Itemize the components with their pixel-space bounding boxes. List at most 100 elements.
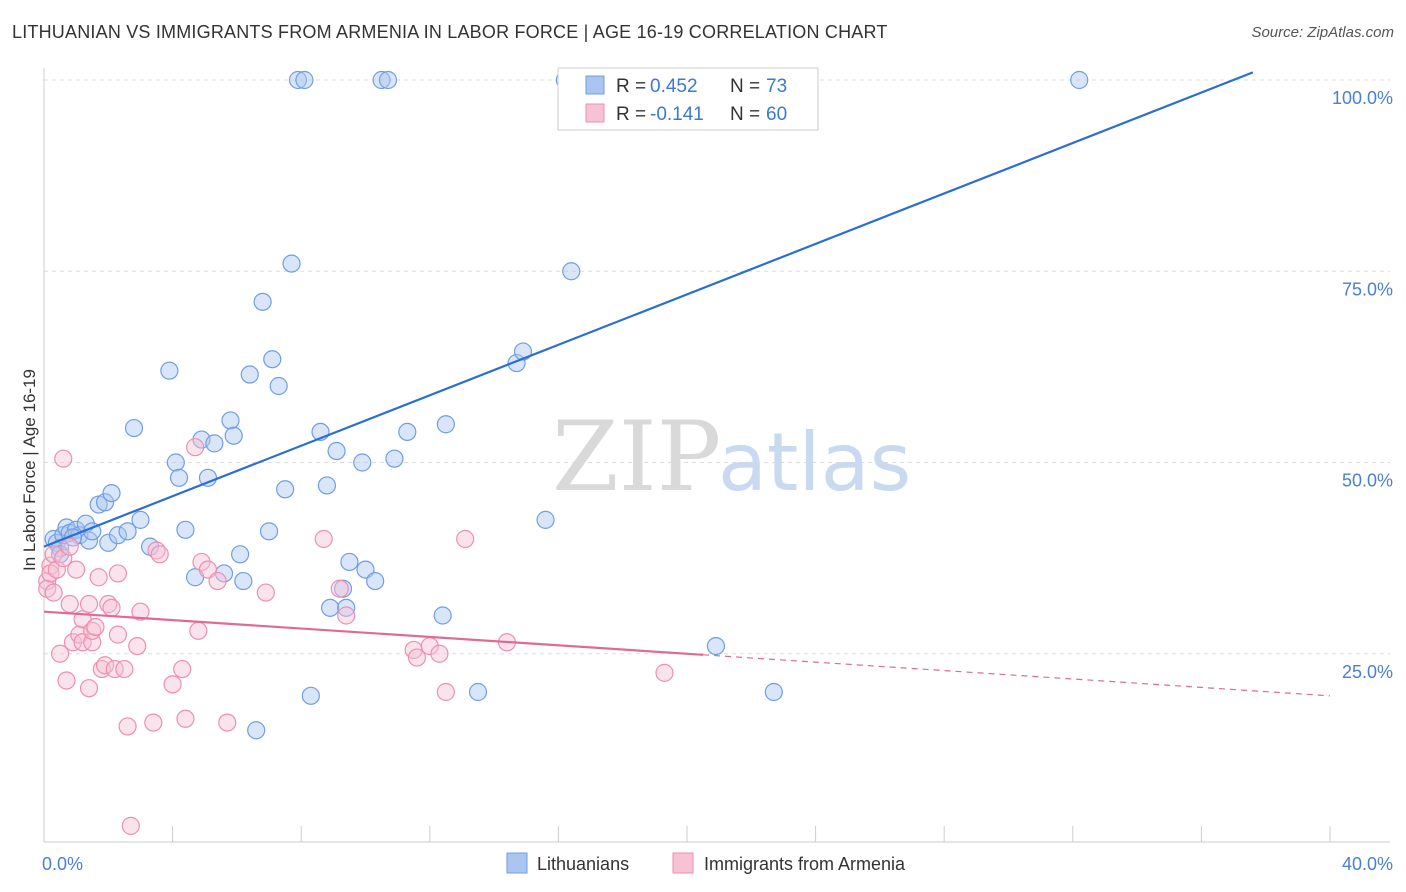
point-armenia: [256, 583, 275, 602]
y-tick-label: 75.0%: [1342, 279, 1393, 299]
stats-r-label-1: R =: [616, 76, 646, 97]
point-armenia: [314, 529, 333, 549]
stats-r-label-2: R =: [616, 104, 646, 125]
point-armenia: [330, 579, 349, 598]
legend-label-lithuanians: Lithuanians: [537, 854, 629, 874]
point-armenia: [102, 598, 121, 617]
point-armenia: [218, 713, 237, 732]
point-armenia: [86, 617, 105, 637]
y-tick-label: 25.0%: [1342, 662, 1393, 682]
point-lithuanians: [562, 262, 581, 281]
point-armenia: [128, 636, 147, 656]
stats-n-value-1: 73: [766, 76, 787, 97]
point-armenia: [144, 713, 163, 732]
point-armenia: [60, 594, 79, 614]
point-lithuanians: [353, 453, 372, 472]
point-lithuanians: [118, 522, 137, 541]
point-armenia: [79, 679, 99, 698]
point-armenia: [115, 659, 134, 679]
point-lithuanians: [436, 415, 455, 434]
point-armenia: [456, 529, 475, 549]
point-lithuanians: [160, 361, 179, 380]
point-armenia: [173, 659, 192, 679]
point-lithuanians: [317, 476, 337, 495]
point-lithuanians: [240, 365, 259, 384]
x-tick-label-min: 0.0%: [42, 854, 83, 874]
y-tick-labels: 25.0% 50.0% 75.0% 100.0%: [1332, 88, 1393, 682]
point-lithuanians: [513, 342, 533, 361]
point-armenia: [121, 816, 140, 835]
y-tick-label: 50.0%: [1342, 471, 1393, 491]
point-armenia: [108, 625, 128, 644]
point-lithuanians: [124, 418, 144, 438]
point-lithuanians: [253, 292, 272, 311]
chart-title: LITHUANIAN VS IMMIGRANTS FROM ARMENIA IN…: [12, 22, 888, 42]
point-armenia: [186, 438, 205, 457]
point-armenia: [118, 717, 137, 736]
legend-swatch-lithuanians: [506, 852, 528, 874]
point-armenia: [54, 549, 73, 568]
point-lithuanians: [321, 598, 340, 617]
trend-line-lithuanians: [43, 71, 1254, 548]
point-armenia: [89, 568, 108, 587]
point-lithuanians: [95, 493, 115, 512]
point-armenia: [54, 449, 73, 468]
point-armenia: [105, 659, 124, 679]
stats-legend: R = 0.452 N = 73 R = -0.141 N = 60: [557, 67, 819, 131]
stats-r-value-1: 0.452: [650, 76, 698, 97]
grid-lines: [44, 79, 1390, 655]
point-lithuanians: [378, 70, 398, 90]
watermark-zip: ZIP: [552, 401, 721, 513]
axes: [43, 68, 1390, 843]
point-lithuanians: [337, 598, 356, 617]
point-lithuanians: [259, 522, 279, 541]
x-tick-labels: 0.0% 40.0%: [42, 854, 1393, 874]
point-lithuanians: [247, 721, 266, 740]
point-lithuanians: [536, 510, 555, 529]
chart-source: Source: ZipAtlas.com: [1251, 24, 1394, 41]
watermark-atlas: atlas: [718, 416, 911, 509]
stats-n-value-2: 60: [766, 104, 787, 125]
data-points: [38, 70, 1089, 835]
point-lithuanians: [366, 571, 385, 591]
stats-r-value-2: -0.141: [650, 104, 704, 125]
point-armenia: [44, 545, 63, 564]
point-armenia: [60, 537, 79, 556]
point-armenia: [407, 648, 427, 667]
point-armenia: [176, 709, 195, 728]
point-lithuanians: [295, 70, 314, 90]
point-lithuanians: [301, 686, 320, 705]
point-lithuanians: [102, 484, 121, 503]
point-armenia: [50, 644, 70, 663]
point-armenia: [150, 545, 169, 564]
trend-line-armenia: [43, 610, 704, 656]
point-lithuanians: [372, 70, 391, 90]
point-armenia: [79, 594, 99, 614]
point-lithuanians: [198, 468, 218, 487]
point-lithuanians: [221, 411, 240, 430]
point-armenia: [67, 560, 86, 579]
legend-label-armenia: Immigrants from Armenia: [704, 854, 906, 874]
point-armenia: [44, 583, 63, 602]
trend-lines: [43, 71, 1331, 697]
point-armenia: [57, 671, 76, 690]
point-armenia: [47, 560, 66, 579]
trend-line-armenia-dashed: [703, 654, 1331, 697]
point-armenia: [131, 602, 150, 621]
point-lithuanians: [234, 571, 253, 591]
bottom-legend: Lithuanians Immigrants from Armenia: [506, 852, 906, 874]
point-lithuanians: [108, 526, 128, 545]
stats-legend-swatch-blue: [585, 75, 605, 95]
point-lithuanians: [231, 545, 250, 564]
point-armenia: [655, 663, 674, 682]
point-lithuanians: [99, 533, 118, 552]
point-lithuanians: [169, 468, 189, 487]
point-armenia: [337, 606, 356, 625]
point-lithuanians: [269, 376, 288, 396]
point-armenia: [189, 621, 208, 640]
point-lithuanians: [433, 606, 452, 625]
point-lithuanians: [340, 552, 359, 572]
point-lithuanians: [282, 254, 301, 273]
y-tick-label: 100.0%: [1332, 88, 1393, 108]
